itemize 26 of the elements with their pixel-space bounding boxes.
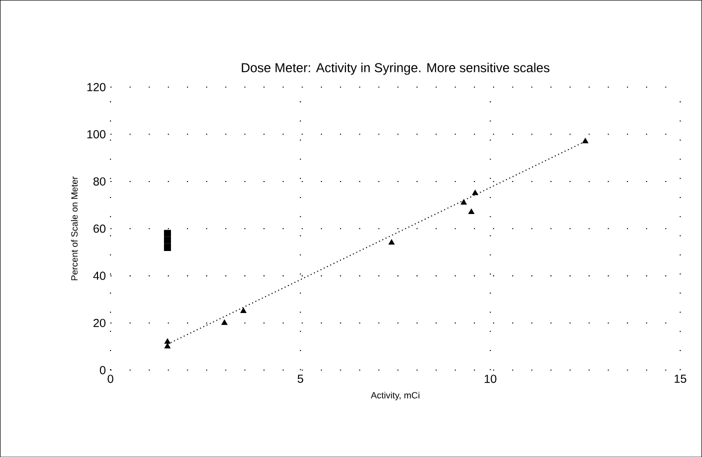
y-tick-label: 40 bbox=[93, 272, 106, 280]
point bbox=[221, 319, 228, 325]
point bbox=[582, 138, 588, 144]
point bbox=[164, 338, 171, 344]
point bbox=[468, 208, 474, 214]
point bbox=[460, 199, 467, 204]
point bbox=[164, 244, 171, 251]
point bbox=[164, 342, 171, 348]
point bbox=[472, 190, 478, 196]
y-tick-label: 20 bbox=[94, 318, 106, 327]
point bbox=[164, 236, 171, 244]
y-tick-label: 0 bbox=[100, 366, 106, 374]
y-tick-label: 120 bbox=[87, 82, 106, 92]
point bbox=[164, 230, 171, 237]
x-axis-title: Activity, mCi bbox=[370, 392, 420, 400]
y-tick-label: 60 bbox=[94, 224, 106, 233]
x-tick-label: 0 bbox=[108, 374, 114, 383]
x-tick-label: 5 bbox=[298, 374, 304, 383]
point bbox=[240, 308, 246, 313]
x-tick-label: 15 bbox=[674, 374, 686, 383]
x-tick-label: 10 bbox=[484, 374, 496, 383]
y-axis-title: Percent of Scale on Meter bbox=[71, 176, 78, 280]
chart-title: Dose Meter: Activity in Syringe. More sensitive scales bbox=[242, 62, 550, 75]
y-tick-label: 100 bbox=[87, 130, 106, 138]
y-tick-label: 80 bbox=[93, 177, 106, 186]
point bbox=[388, 239, 395, 245]
